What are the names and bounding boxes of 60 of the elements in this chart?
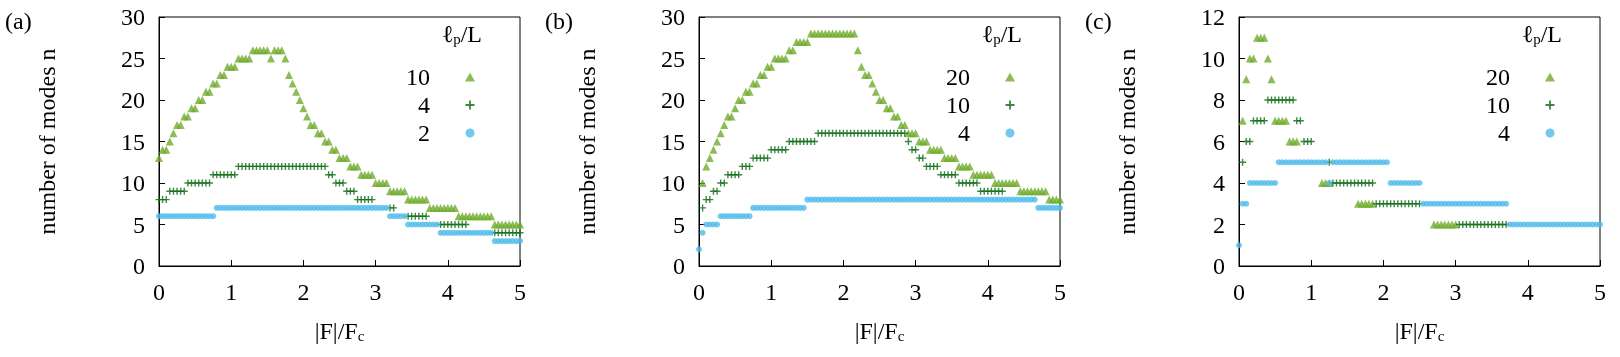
y-tick-label: 15 [661,128,685,155]
y-tick-label: 10 [121,170,145,196]
y-tick-label: 0 [673,253,685,279]
x-axis-title: |F|/Fc [854,317,905,344]
y-tick-label: 5 [133,211,145,238]
x-tick-label: 0 [1233,279,1245,305]
y-axis-title: number of modes n [574,48,600,235]
y-tick-label: 15 [121,128,145,155]
legend-label: 4 [418,92,430,118]
x-tick-label: 3 [369,279,382,305]
x-tick-label: 3 [909,279,922,305]
x-tick-label: 2 [297,279,310,305]
x-axis-title: |F|/Fc [1394,317,1445,344]
y-tick-label: 25 [121,45,145,72]
legend-label: 10 [1486,92,1510,118]
y-tick-label: 30 [121,4,145,30]
legend-label: 4 [958,120,970,146]
y-tick-label: 2 [1213,211,1225,238]
x-axis-title: |F|/Fc [314,317,365,344]
x-tick-label: 1 [225,279,238,305]
x-tick-label: 1 [1305,279,1318,305]
y-tick-label: 5 [673,211,685,238]
y-tick-label: 6 [1213,128,1225,155]
x-tick-label: 3 [1449,279,1462,305]
y-tick-label: 10 [1201,45,1225,72]
y-tick-label: 0 [1213,253,1225,279]
legend-label: 4 [1498,120,1510,146]
y-tick-label: 20 [661,87,685,113]
x-tick-label: 5 [1594,279,1606,305]
x-tick-label: 2 [837,279,850,305]
x-tick-label: 0 [153,279,165,305]
x-tick-label: 5 [1054,279,1066,305]
legend-label: 10 [406,64,430,90]
legend-title: ℓp/L [1521,21,1562,47]
x-tick-label: 4 [1521,279,1534,305]
legend-title: ℓp/L [981,21,1022,47]
legend-label: 2 [418,120,430,146]
y-tick-label: 12 [1201,4,1225,30]
chart-title: (b) [545,8,573,34]
legend-label: 20 [1486,64,1510,90]
chart-title: (c) [1085,8,1112,34]
y-tick-label: 30 [661,4,685,30]
y-tick-label: 25 [661,45,685,72]
legend-label: 10 [946,92,970,118]
y-tick-label: 10 [661,170,685,196]
y-axis-title: number of modes n [34,48,60,235]
y-axis-title: number of modes n [1114,48,1140,235]
x-tick-label: 5 [514,279,526,305]
y-tick-label: 20 [121,87,145,113]
x-tick-label: 1 [765,279,778,305]
y-tick-label: 4 [1213,170,1225,196]
legend-title: ℓp/L [441,21,482,47]
x-tick-label: 0 [693,279,705,305]
x-tick-label: 4 [981,279,994,305]
chart-title: (a) [5,8,32,34]
x-tick-label: 2 [1377,279,1390,305]
legend-label: 20 [946,64,970,90]
y-tick-label: 8 [1213,87,1225,113]
x-tick-label: 4 [441,279,454,305]
y-tick-label: 0 [133,253,145,279]
